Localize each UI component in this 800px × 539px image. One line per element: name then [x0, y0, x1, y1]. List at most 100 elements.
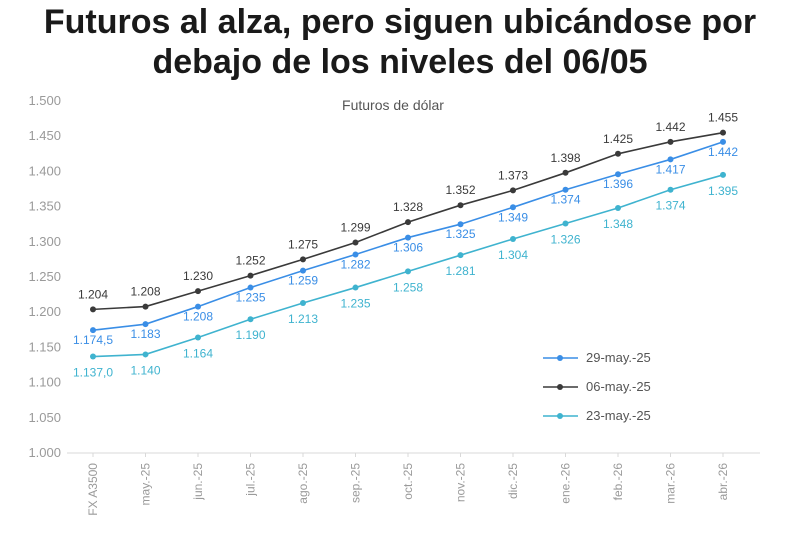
series-23-may.-25: 1.137,0 1.140 1.164 1.190 1.213 1.235 1.258 1.2… — [73, 171, 738, 380]
series-group: 1.174,5 1.183 1.208 1.235 1.259 1.282 1.306 1.3… — [73, 111, 738, 380]
data-point — [195, 303, 201, 310]
data-point — [247, 272, 254, 279]
x-tick-label: may.-25 — [139, 463, 153, 506]
data-point — [720, 129, 726, 136]
data-point — [510, 235, 516, 242]
x-tick-label: nov.-25 — [454, 463, 468, 502]
y-tick-label: 1.500 — [28, 93, 61, 108]
data-label: 1.374 — [655, 199, 685, 213]
headline: Futuros al alza, pero siguen ubicándose … — [0, 2, 800, 82]
y-tick-label: 1.050 — [28, 410, 61, 425]
y-tick-label: 1.000 — [28, 445, 61, 460]
data-label: 1.325 — [445, 227, 475, 241]
data-point — [667, 156, 674, 163]
data-label: 1.281 — [445, 264, 475, 278]
data-label: 1.425 — [603, 132, 633, 146]
data-label: 1.208 — [183, 310, 213, 324]
y-tick-label: 1.350 — [28, 199, 61, 214]
data-label: 1.204 — [78, 287, 108, 301]
x-tick-label: FX A3500 — [86, 463, 100, 516]
data-point — [405, 268, 411, 275]
x-tick-label: abr.-26 — [716, 463, 730, 501]
data-point — [247, 284, 254, 291]
data-label: 1.190 — [235, 328, 265, 342]
series-06-may.-25: 1.204 1.208 1.230 1.252 1.275 1.299 1.328 1.352… — [78, 111, 738, 313]
data-point — [195, 334, 201, 341]
data-point — [667, 186, 674, 193]
data-label: 1.275 — [288, 237, 318, 251]
data-label: 1.140 — [130, 363, 160, 377]
x-tick-label: dic.-25 — [506, 463, 520, 499]
data-point — [300, 256, 306, 263]
x-tick-label: jun.-25 — [191, 463, 205, 501]
data-point — [457, 202, 464, 209]
data-label: 1.252 — [235, 254, 265, 268]
data-point — [405, 219, 411, 226]
data-label: 1.299 — [340, 221, 370, 235]
data-label: 1.326 — [550, 232, 580, 246]
data-label: 1.235 — [235, 291, 265, 305]
data-label: 1.395 — [708, 184, 738, 198]
data-point — [720, 138, 726, 145]
y-tick-label: 1.200 — [28, 304, 61, 319]
data-point — [90, 327, 96, 334]
data-point — [300, 267, 306, 274]
data-point — [142, 321, 149, 328]
legend-swatch-marker — [557, 413, 563, 419]
data-point — [562, 169, 569, 176]
data-point — [300, 300, 306, 307]
legend-swatch-marker — [557, 355, 563, 361]
x-axis: FX A3500 may.-25 jun.-25 jul.-25 ago.-25 sep.… — [67, 452, 760, 516]
data-point — [615, 205, 621, 212]
data-point — [457, 252, 464, 259]
data-point — [352, 284, 359, 291]
legend-label: 06-may.-25 — [586, 379, 651, 394]
data-label: 1.174,5 — [73, 333, 113, 347]
data-label: 1.183 — [130, 327, 160, 341]
data-point — [142, 303, 149, 310]
x-tick-label: jul.-25 — [244, 463, 258, 497]
headline-line-2: debajo de los niveles del 06/05 — [152, 43, 648, 81]
data-label: 1.230 — [183, 269, 213, 283]
data-point — [615, 171, 621, 178]
data-label: 1.374 — [550, 193, 580, 207]
y-tick-label: 1.300 — [28, 234, 61, 249]
data-label: 1.328 — [393, 200, 423, 214]
data-label: 1.235 — [340, 297, 370, 311]
headline-line-1: Futuros al alza, pero siguen ubicándose … — [43, 3, 757, 41]
data-label: 1.304 — [498, 248, 528, 262]
x-tick-label: sep.-25 — [349, 463, 363, 503]
data-label: 1.208 — [130, 285, 160, 299]
series-29-may.-25: 1.174,5 1.183 1.208 1.235 1.259 1.282 1.306 1.3… — [73, 138, 738, 347]
y-axis: 1.000 1.050 1.100 1.150 1.200 1.250 1.300 1.350… — [28, 93, 61, 460]
data-point — [510, 187, 516, 194]
y-tick-label: 1.100 — [28, 375, 61, 390]
data-label: 1.455 — [708, 111, 738, 125]
legend: 29-may.-25 06-may.-25 23-may.-25 — [543, 350, 651, 423]
data-label: 1.213 — [288, 312, 318, 326]
data-point — [615, 150, 621, 157]
data-label: 1.352 — [445, 183, 475, 197]
x-tick-label: ago.-25 — [296, 463, 310, 504]
x-tick-label: oct.-25 — [401, 463, 415, 500]
chart-title: Futuros de dólar — [342, 97, 444, 113]
data-label: 1.442 — [708, 145, 738, 159]
x-tick-label: mar.-26 — [664, 463, 678, 504]
data-point — [195, 288, 201, 295]
y-tick-label: 1.400 — [28, 163, 61, 178]
data-point — [142, 351, 149, 358]
data-point — [352, 251, 359, 258]
data-label: 1.373 — [498, 168, 528, 182]
data-label: 1.137,0 — [73, 366, 113, 380]
data-label: 1.396 — [603, 177, 633, 191]
y-tick-label: 1.450 — [28, 128, 61, 143]
data-point — [510, 204, 516, 211]
data-point — [90, 353, 96, 360]
data-point — [90, 306, 96, 313]
y-tick-label: 1.250 — [28, 269, 61, 284]
data-label: 1.398 — [550, 151, 580, 165]
y-tick-label: 1.150 — [28, 339, 61, 354]
data-label: 1.417 — [655, 162, 685, 176]
data-label: 1.306 — [393, 241, 423, 255]
